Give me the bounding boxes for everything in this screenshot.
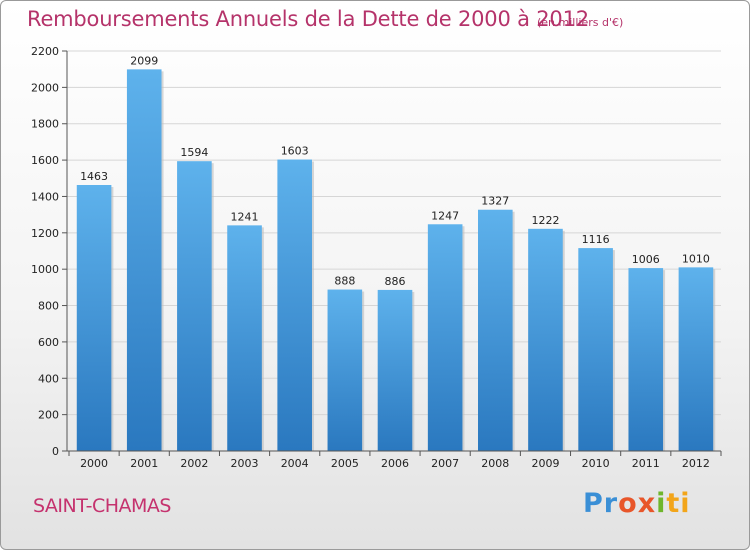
x-tick-label: 2011 bbox=[632, 457, 660, 470]
x-tick-label: 2003 bbox=[231, 457, 259, 470]
chart-title: Remboursements Annuels de la Dette de 20… bbox=[27, 7, 589, 31]
value-label: 1247 bbox=[431, 209, 459, 222]
x-tick-label: 2010 bbox=[582, 457, 610, 470]
y-tick-label: 2200 bbox=[31, 45, 59, 58]
value-label: 1603 bbox=[281, 145, 309, 158]
value-label: 1594 bbox=[180, 146, 208, 159]
value-label: 1010 bbox=[682, 252, 710, 265]
bar-2009 bbox=[528, 228, 563, 451]
value-label: 1222 bbox=[531, 214, 559, 227]
bar-2002 bbox=[177, 161, 212, 451]
bar-2001 bbox=[126, 69, 162, 451]
value-label: 1463 bbox=[80, 170, 108, 183]
bar-2011 bbox=[628, 268, 664, 451]
y-tick-label: 1800 bbox=[31, 118, 59, 131]
value-labels: 1463 2099 1594 1241 1603 888 886 1247 1327 1222 11… bbox=[80, 54, 710, 288]
y-tick-label: 400 bbox=[38, 372, 59, 385]
value-label: 1327 bbox=[481, 195, 509, 208]
x-tick-label: 2005 bbox=[331, 457, 359, 470]
bar-2000 bbox=[76, 185, 112, 451]
bar-2008 bbox=[478, 209, 513, 451]
x-tick-label: 2007 bbox=[431, 457, 459, 470]
y-tick-label: 1000 bbox=[31, 263, 59, 276]
y-tick-label: 1200 bbox=[31, 227, 59, 240]
bar-2006 bbox=[377, 289, 413, 451]
x-tick-label: 2006 bbox=[381, 457, 409, 470]
x-tick-label: 2000 bbox=[80, 457, 108, 470]
value-label: 886 bbox=[385, 275, 406, 288]
bar-2003 bbox=[227, 225, 262, 451]
city-name: SAINT-CHAMAS bbox=[33, 495, 171, 517]
value-label: 888 bbox=[334, 275, 355, 288]
x-tick-label: 2012 bbox=[682, 457, 710, 470]
value-label: 2099 bbox=[130, 54, 158, 67]
y-tick-label: 800 bbox=[38, 300, 59, 313]
y-tick-label: 0 bbox=[52, 445, 59, 458]
y-tick-label: 600 bbox=[38, 336, 59, 349]
y-axis: 0 200 400 600 800 1000 1200 1400 1600 1800 2000 220… bbox=[31, 45, 68, 458]
y-tick-label: 1400 bbox=[31, 190, 59, 203]
x-tick-label: 2008 bbox=[481, 457, 509, 470]
value-label: 1116 bbox=[582, 233, 610, 246]
bar-2005 bbox=[327, 289, 363, 451]
bar-2012 bbox=[678, 267, 714, 451]
value-label: 1006 bbox=[632, 253, 660, 266]
bar-2007 bbox=[427, 224, 463, 451]
proxiti-logo[interactable]: Proxiti bbox=[583, 488, 691, 519]
x-tick-label: 2001 bbox=[130, 457, 158, 470]
bars bbox=[76, 69, 716, 451]
value-label: 1241 bbox=[231, 210, 259, 223]
y-tick-label: 200 bbox=[38, 409, 59, 422]
x-axis: 2000 2001 2002 2003 2004 2005 2006 2007 2008 2009… bbox=[67, 450, 722, 470]
x-tick-label: 2002 bbox=[180, 457, 208, 470]
chart-subtitle: (en milliers d'€) bbox=[537, 16, 624, 29]
y-tick-label: 1600 bbox=[31, 154, 59, 167]
x-tick-label: 2004 bbox=[281, 457, 309, 470]
bar-2004 bbox=[277, 159, 312, 451]
bar-2010 bbox=[578, 248, 613, 451]
y-tick-label: 2000 bbox=[31, 81, 59, 94]
x-tick-label: 2009 bbox=[531, 457, 559, 470]
